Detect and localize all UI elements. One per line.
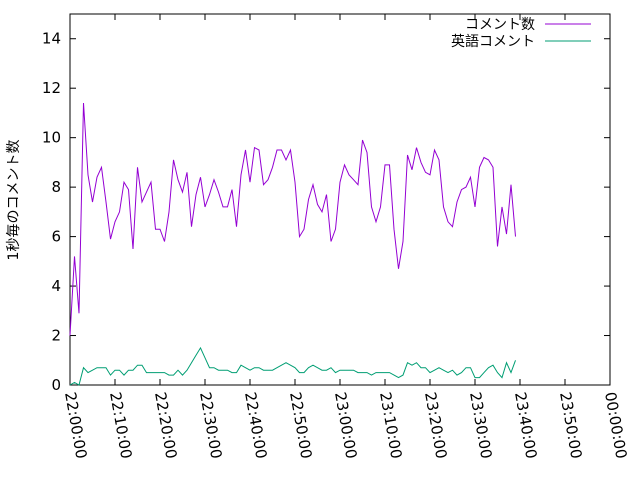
legend-label: 英語コメント — [451, 33, 535, 50]
legend-label: コメント数 — [465, 17, 535, 33]
y-tick-label: 8 — [51, 178, 61, 196]
x-tick-label: 00:00:00 — [601, 391, 630, 460]
x-tick-label: 23:10:00 — [376, 391, 405, 460]
series-line-2 — [69, 346, 516, 386]
y-axis: 0 2 4 6 8 10 12 14 — [42, 30, 610, 394]
series-line-1 — [69, 102, 516, 336]
x-tick-label: 23:50:00 — [556, 391, 585, 460]
y-tick-label: 0 — [51, 376, 61, 394]
x-tick-label: 22:10:00 — [106, 391, 135, 460]
x-tick-label: 22:50:00 — [286, 391, 315, 460]
x-axis: 22:00:00 22:10:00 22:20:00 22:30:00 22:40:00… — [61, 14, 630, 460]
x-tick-label: 22:30:00 — [196, 391, 225, 460]
x-tick-label: 22:20:00 — [151, 391, 180, 460]
series-group — [69, 102, 516, 386]
x-tick-label: 23:30:00 — [466, 391, 495, 460]
x-tick-label: 23:00:00 — [331, 391, 360, 460]
y-tick-label: 4 — [51, 277, 61, 295]
y-tick-label: 10 — [42, 129, 61, 147]
y-tick-label: 12 — [42, 79, 61, 97]
x-tick-label: 22:00:00 — [61, 391, 90, 460]
y-tick-label: 14 — [42, 30, 61, 48]
x-tick-label: 23:20:00 — [421, 391, 450, 460]
y-tick-label: 2 — [51, 327, 61, 345]
y-axis-label: 1秒毎のコメント数 — [6, 140, 22, 261]
x-tick-label: 22:40:00 — [241, 391, 270, 460]
plot-frame — [69, 13, 611, 386]
x-tick-label: 23:40:00 — [511, 391, 540, 460]
y-tick-label: 6 — [51, 228, 61, 246]
